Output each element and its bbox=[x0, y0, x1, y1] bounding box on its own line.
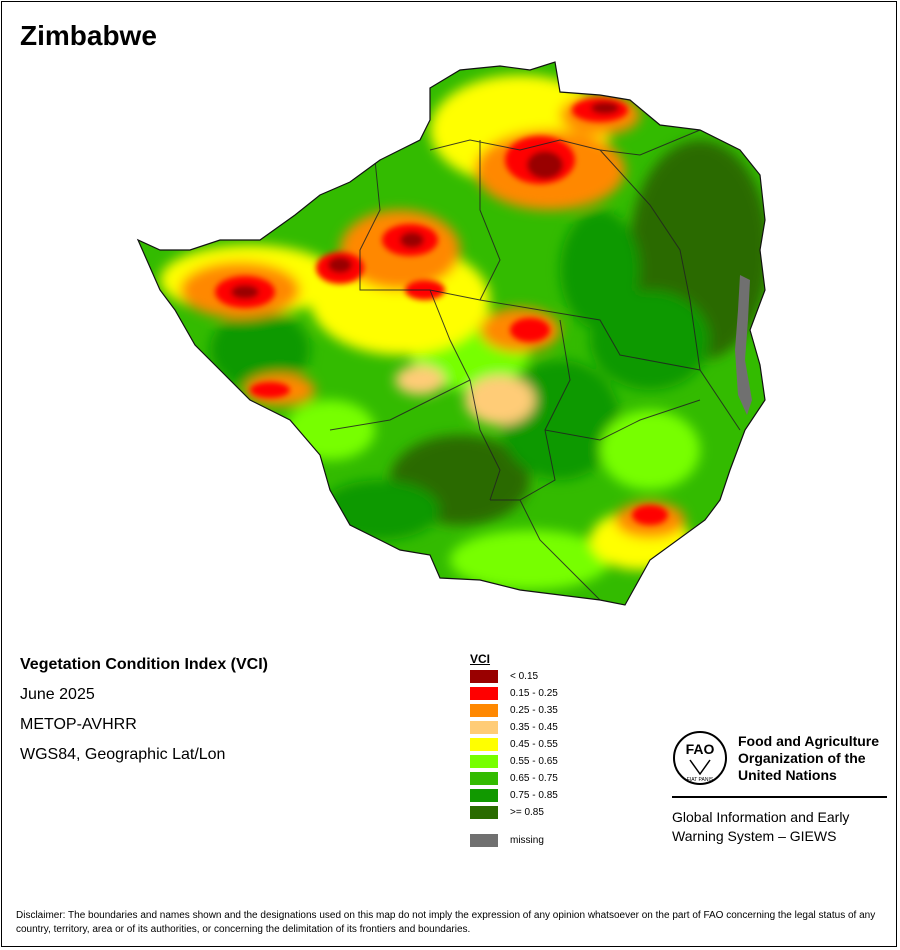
projection-info: WGS84, Geographic Lat/Lon bbox=[20, 746, 226, 763]
legend-row: 0.75 - 0.85 bbox=[470, 787, 558, 804]
giews-name: Global Information and Early Warning Sys… bbox=[672, 809, 850, 844]
legend-label: 0.25 - 0.35 bbox=[510, 705, 558, 716]
legend-row: 0.25 - 0.35 bbox=[470, 702, 558, 719]
legend-row: 0.55 - 0.65 bbox=[470, 753, 558, 770]
legend-label: 0.55 - 0.65 bbox=[510, 756, 558, 767]
vci-legend: VCI < 0.15 0.15 - 0.25 0.25 - 0.35 0.35 - 0… bbox=[470, 652, 558, 849]
legend-swatch bbox=[470, 789, 498, 802]
missing-data-area bbox=[735, 275, 752, 415]
legend-row: < 0.15 bbox=[470, 668, 558, 685]
legend-swatch bbox=[470, 721, 498, 734]
vci-patches bbox=[160, 75, 765, 590]
index-name: Vegetation Condition Index (VCI) bbox=[20, 656, 268, 673]
legend-swatch bbox=[470, 670, 498, 683]
legend-row: 0.15 - 0.25 bbox=[470, 685, 558, 702]
country-outline bbox=[136, 61, 766, 606]
legend-label: 0.35 - 0.45 bbox=[510, 722, 558, 733]
legend-swatch bbox=[470, 806, 498, 819]
legend-row: 0.35 - 0.45 bbox=[470, 719, 558, 736]
legend-label: 0.15 - 0.25 bbox=[510, 688, 558, 699]
legend-row: 0.45 - 0.55 bbox=[470, 736, 558, 753]
svg-text:FIAT PANIS: FIAT PANIS bbox=[687, 777, 714, 783]
legend-label: 0.75 - 0.85 bbox=[510, 790, 558, 801]
legend-row: >= 0.85 bbox=[470, 804, 558, 821]
legend-label-missing: missing bbox=[510, 835, 544, 846]
organization-name: Food and Agriculture Organization of the… bbox=[738, 732, 880, 783]
vci-raster bbox=[138, 62, 765, 605]
legend-label: >= 0.85 bbox=[510, 807, 544, 818]
legend-swatch bbox=[470, 704, 498, 717]
legend-label: 0.65 - 0.75 bbox=[510, 773, 558, 784]
map-info: Vegetation Condition Index (VCI) June 20… bbox=[20, 655, 268, 775]
legend-swatch bbox=[470, 755, 498, 768]
vci-map bbox=[136, 61, 766, 606]
map-date: June 2025 bbox=[20, 686, 95, 703]
svg-text:FAO: FAO bbox=[686, 741, 715, 757]
legend-row: 0.65 - 0.75 bbox=[470, 770, 558, 787]
legend-label: 0.45 - 0.55 bbox=[510, 739, 558, 750]
legend-swatch bbox=[470, 772, 498, 785]
legend-swatch bbox=[470, 738, 498, 751]
map-title: Zimbabwe bbox=[20, 20, 157, 51]
fao-header: FAO FIAT PANIS Food and Agriculture Orga… bbox=[672, 730, 890, 786]
disclaimer: Disclaimer: The boundaries and names sho… bbox=[16, 910, 876, 935]
fao-divider bbox=[672, 796, 887, 798]
fao-block: FAO FIAT PANIS Food and Agriculture Orga… bbox=[672, 730, 890, 846]
legend-swatch bbox=[470, 687, 498, 700]
fao-logo-icon: FAO FIAT PANIS bbox=[673, 731, 727, 785]
legend-row-missing: missing bbox=[470, 832, 558, 849]
legend-label: < 0.15 bbox=[510, 671, 539, 682]
sensor-name: METOP-AVHRR bbox=[20, 716, 137, 733]
province-boundaries bbox=[329, 129, 741, 601]
legend-classes: < 0.15 0.15 - 0.25 0.25 - 0.35 0.35 - 0.45 0… bbox=[470, 668, 558, 821]
legend-title: VCI bbox=[470, 652, 491, 666]
legend-swatch-missing bbox=[470, 834, 498, 847]
vci-hotspots bbox=[215, 98, 668, 525]
